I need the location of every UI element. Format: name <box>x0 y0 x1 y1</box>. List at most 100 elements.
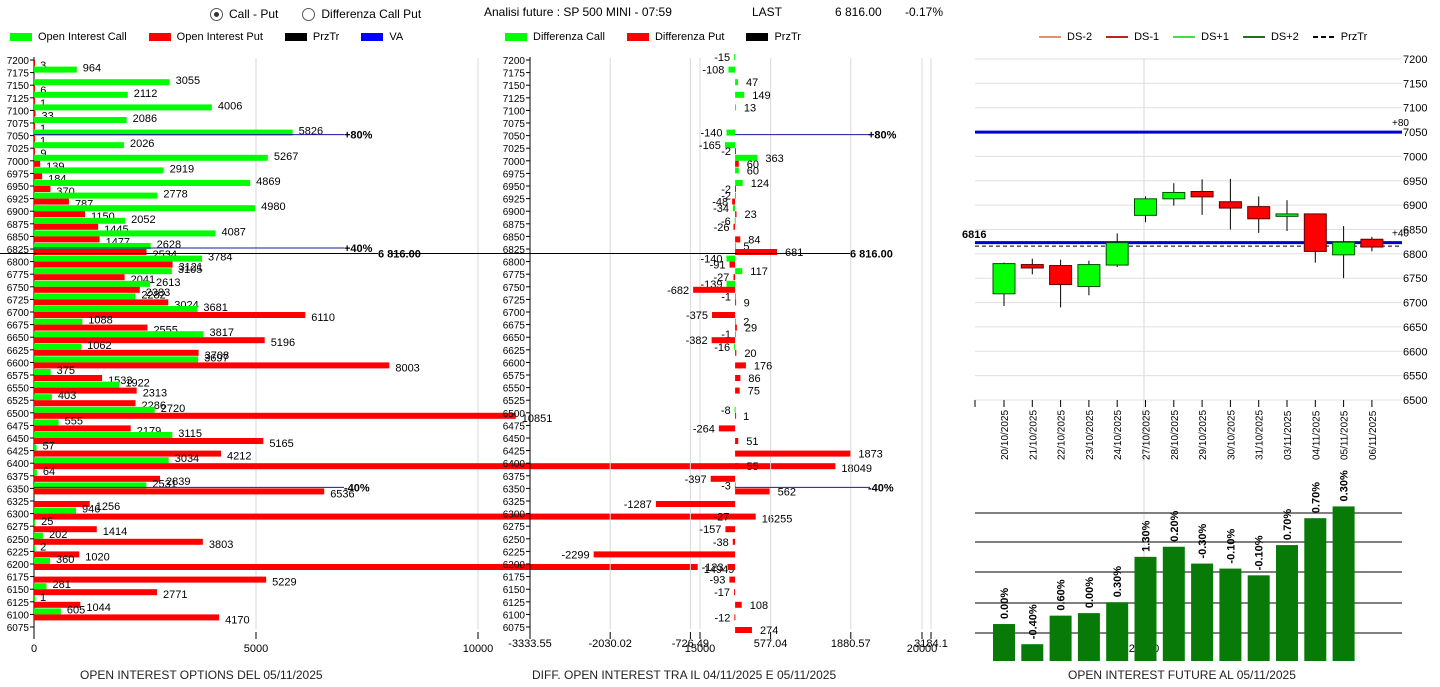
put-bar <box>34 425 131 432</box>
legend-item-prztr: PrzTr <box>1312 31 1367 43</box>
put-diff-label: -91 <box>710 260 726 272</box>
y-tick-label: 6850 <box>503 232 526 243</box>
put-diff-label: -27 <box>714 512 730 524</box>
y-tick-label: 6625 <box>7 346 30 357</box>
y-tick-label: 6825 <box>503 245 526 256</box>
y-tick-label: 6900 <box>7 207 30 218</box>
legend-item-prztr: PrzTr <box>284 31 339 43</box>
put-bar <box>34 261 173 268</box>
call-bar <box>34 280 151 287</box>
call-bar <box>34 79 170 86</box>
x-tick-label: 05/11/2025 <box>1340 410 1351 460</box>
legend-label: Differenza Call <box>533 31 605 43</box>
y-tick-label: 7000 <box>503 157 526 168</box>
y-tick-label: 6925 <box>7 195 30 206</box>
put-diff-label: -2 <box>721 146 731 158</box>
put-bar <box>34 387 137 394</box>
put-value-label: 16255 <box>762 514 793 526</box>
call-bar <box>34 419 59 426</box>
x-tick-label: 28/10/2025 <box>1170 410 1181 460</box>
y-tick-label: 6225 <box>7 547 30 558</box>
call-diff-bar <box>735 268 743 275</box>
put-diff-bar <box>735 627 752 633</box>
y-tick-label: 7050 <box>503 132 526 143</box>
call-diff-label: 124 <box>751 178 769 190</box>
put-bar <box>34 614 220 621</box>
call-value-label: 2112 <box>134 88 158 100</box>
candlestick-chart: 7200 7150 7100 7050 7000 6950 6900 6850 6800 6750… <box>962 54 1427 460</box>
legend-candles: DS-2 DS-1 DS+1 DS+2 PrzTr <box>1039 31 1389 43</box>
oi-future-label: 0.70% <box>1282 509 1294 540</box>
y-tick-label: 6600 <box>1403 346 1427 358</box>
put-bar <box>34 526 97 533</box>
y-tick-label: 6725 <box>7 295 30 306</box>
put-diff-label: 20 <box>744 348 756 360</box>
call-diff-label: -165 <box>699 140 721 152</box>
put-diff-bar <box>735 412 737 419</box>
call-bar <box>34 154 268 161</box>
y-tick-label: 7075 <box>7 119 30 130</box>
y-tick-label: 6325 <box>7 497 30 508</box>
put-value-label: 8003 <box>395 362 419 374</box>
call-bar <box>34 331 204 338</box>
call-bar <box>34 608 61 615</box>
call-value-label: 3784 <box>208 252 232 264</box>
y-tick-label: 6850 <box>1403 225 1427 237</box>
open-interest-future-chart: 0.00% -0.40% 0.60% 0.00% 0.30% 1.30% 0.20% -0.3… <box>975 470 1402 661</box>
prztr-label: 6 816.00 <box>378 249 421 261</box>
put-diff-bar <box>733 274 736 281</box>
y-tick-label: 6875 <box>503 220 526 231</box>
call-value-label: 2052 <box>131 214 155 226</box>
radio-call-put[interactable]: Call - Put <box>210 7 278 21</box>
put-value-label: 6536 <box>330 488 354 500</box>
prztr-label: 6816 <box>962 229 986 241</box>
call-diff-bar <box>735 180 743 186</box>
x-tick-label: 0 <box>31 643 37 655</box>
put-bar <box>34 412 516 419</box>
y-tick-label: 6950 <box>7 182 30 193</box>
swatch <box>361 33 384 41</box>
y-tick-label: 7025 <box>503 144 526 155</box>
put-bar <box>34 488 325 495</box>
call-value-label: 2 <box>40 541 46 553</box>
radio-indicator[interactable] <box>302 7 316 21</box>
call-value-label: 4006 <box>218 100 242 112</box>
y-tick-label: 6925 <box>503 195 526 206</box>
oi-future-label: 0.60% <box>1056 579 1068 610</box>
put-bar <box>34 538 203 545</box>
candle-body <box>1190 191 1214 198</box>
y-tick-label: 6300 <box>7 510 30 521</box>
put-diff-bar <box>735 463 739 470</box>
x-tick-label: 577.04 <box>754 638 788 650</box>
line-swatch <box>1312 36 1335 38</box>
radio-label: Call - Put <box>229 7 279 21</box>
y-tick-label: 6950 <box>1403 176 1427 188</box>
radio-differenza-call-put[interactable]: Differenza Call Put <box>302 7 421 21</box>
call-diff-bar <box>733 205 736 212</box>
swatch <box>148 33 171 41</box>
legend-item-prztr: PrzTr <box>746 31 801 43</box>
put-value-label: 1256 <box>96 501 120 513</box>
put-diff-bar <box>734 148 736 155</box>
put-diff-label: -48 <box>712 197 728 209</box>
radio-indicator-selected[interactable] <box>210 7 223 21</box>
put-value-label: 2383 <box>146 287 170 299</box>
put-diff-bar <box>725 526 736 533</box>
candle-body <box>1049 265 1073 286</box>
call-bar <box>34 117 127 123</box>
y-tick-label: 7100 <box>7 106 30 117</box>
x-tick-label: 03/11/2025 <box>1283 410 1294 460</box>
call-value-label: 946 <box>82 504 100 516</box>
put-bar <box>34 286 140 293</box>
put-value-label: 2313 <box>143 388 167 400</box>
call-bar <box>34 129 293 136</box>
put-bar <box>34 312 306 318</box>
y-tick-label: 6475 <box>503 421 526 432</box>
call-value-label: 57 <box>43 441 55 453</box>
call-value-label: 2720 <box>161 403 185 415</box>
y-tick-label: 6900 <box>1403 200 1427 212</box>
call-bar <box>34 306 198 312</box>
call-value-label: 3697 <box>204 352 228 364</box>
put-diff-label: -375 <box>686 310 708 322</box>
put-bar <box>34 576 267 583</box>
